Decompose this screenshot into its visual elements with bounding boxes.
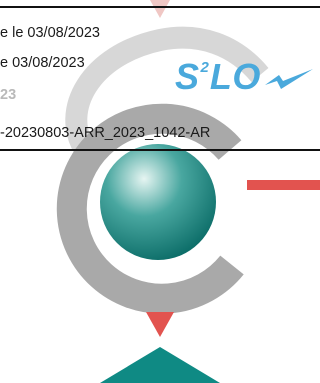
logo-red-bar [247, 180, 320, 190]
logo-gray-arc-top [65, 26, 269, 156]
stamp-act-identifier: -20230803-ARR_2023_1042-AR [0, 125, 211, 141]
s2lo-letter-s: S [175, 56, 200, 97]
logo-teal-sphere [100, 144, 216, 260]
stamp-top-rule [0, 6, 320, 8]
logo-gray-ring [56, 103, 244, 314]
s2lo-logo: S 2 LO [175, 57, 315, 97]
logo-red-tip-top [150, 0, 170, 18]
s2lo-letters-lo: LO [209, 56, 261, 97]
logo-red-triangle [146, 312, 174, 337]
s2lo-checkmark-icon [264, 69, 313, 89]
stamp-faded-number: 23 [0, 87, 17, 103]
stamp-bottom-rule [0, 149, 320, 151]
s2lo-superscript: 2 [200, 59, 209, 76]
logo-teal-triangle [100, 347, 220, 383]
stamp-received-date: e le 03/08/2023 [0, 25, 100, 41]
stamp-published-date: e 03/08/2023 [0, 55, 85, 71]
